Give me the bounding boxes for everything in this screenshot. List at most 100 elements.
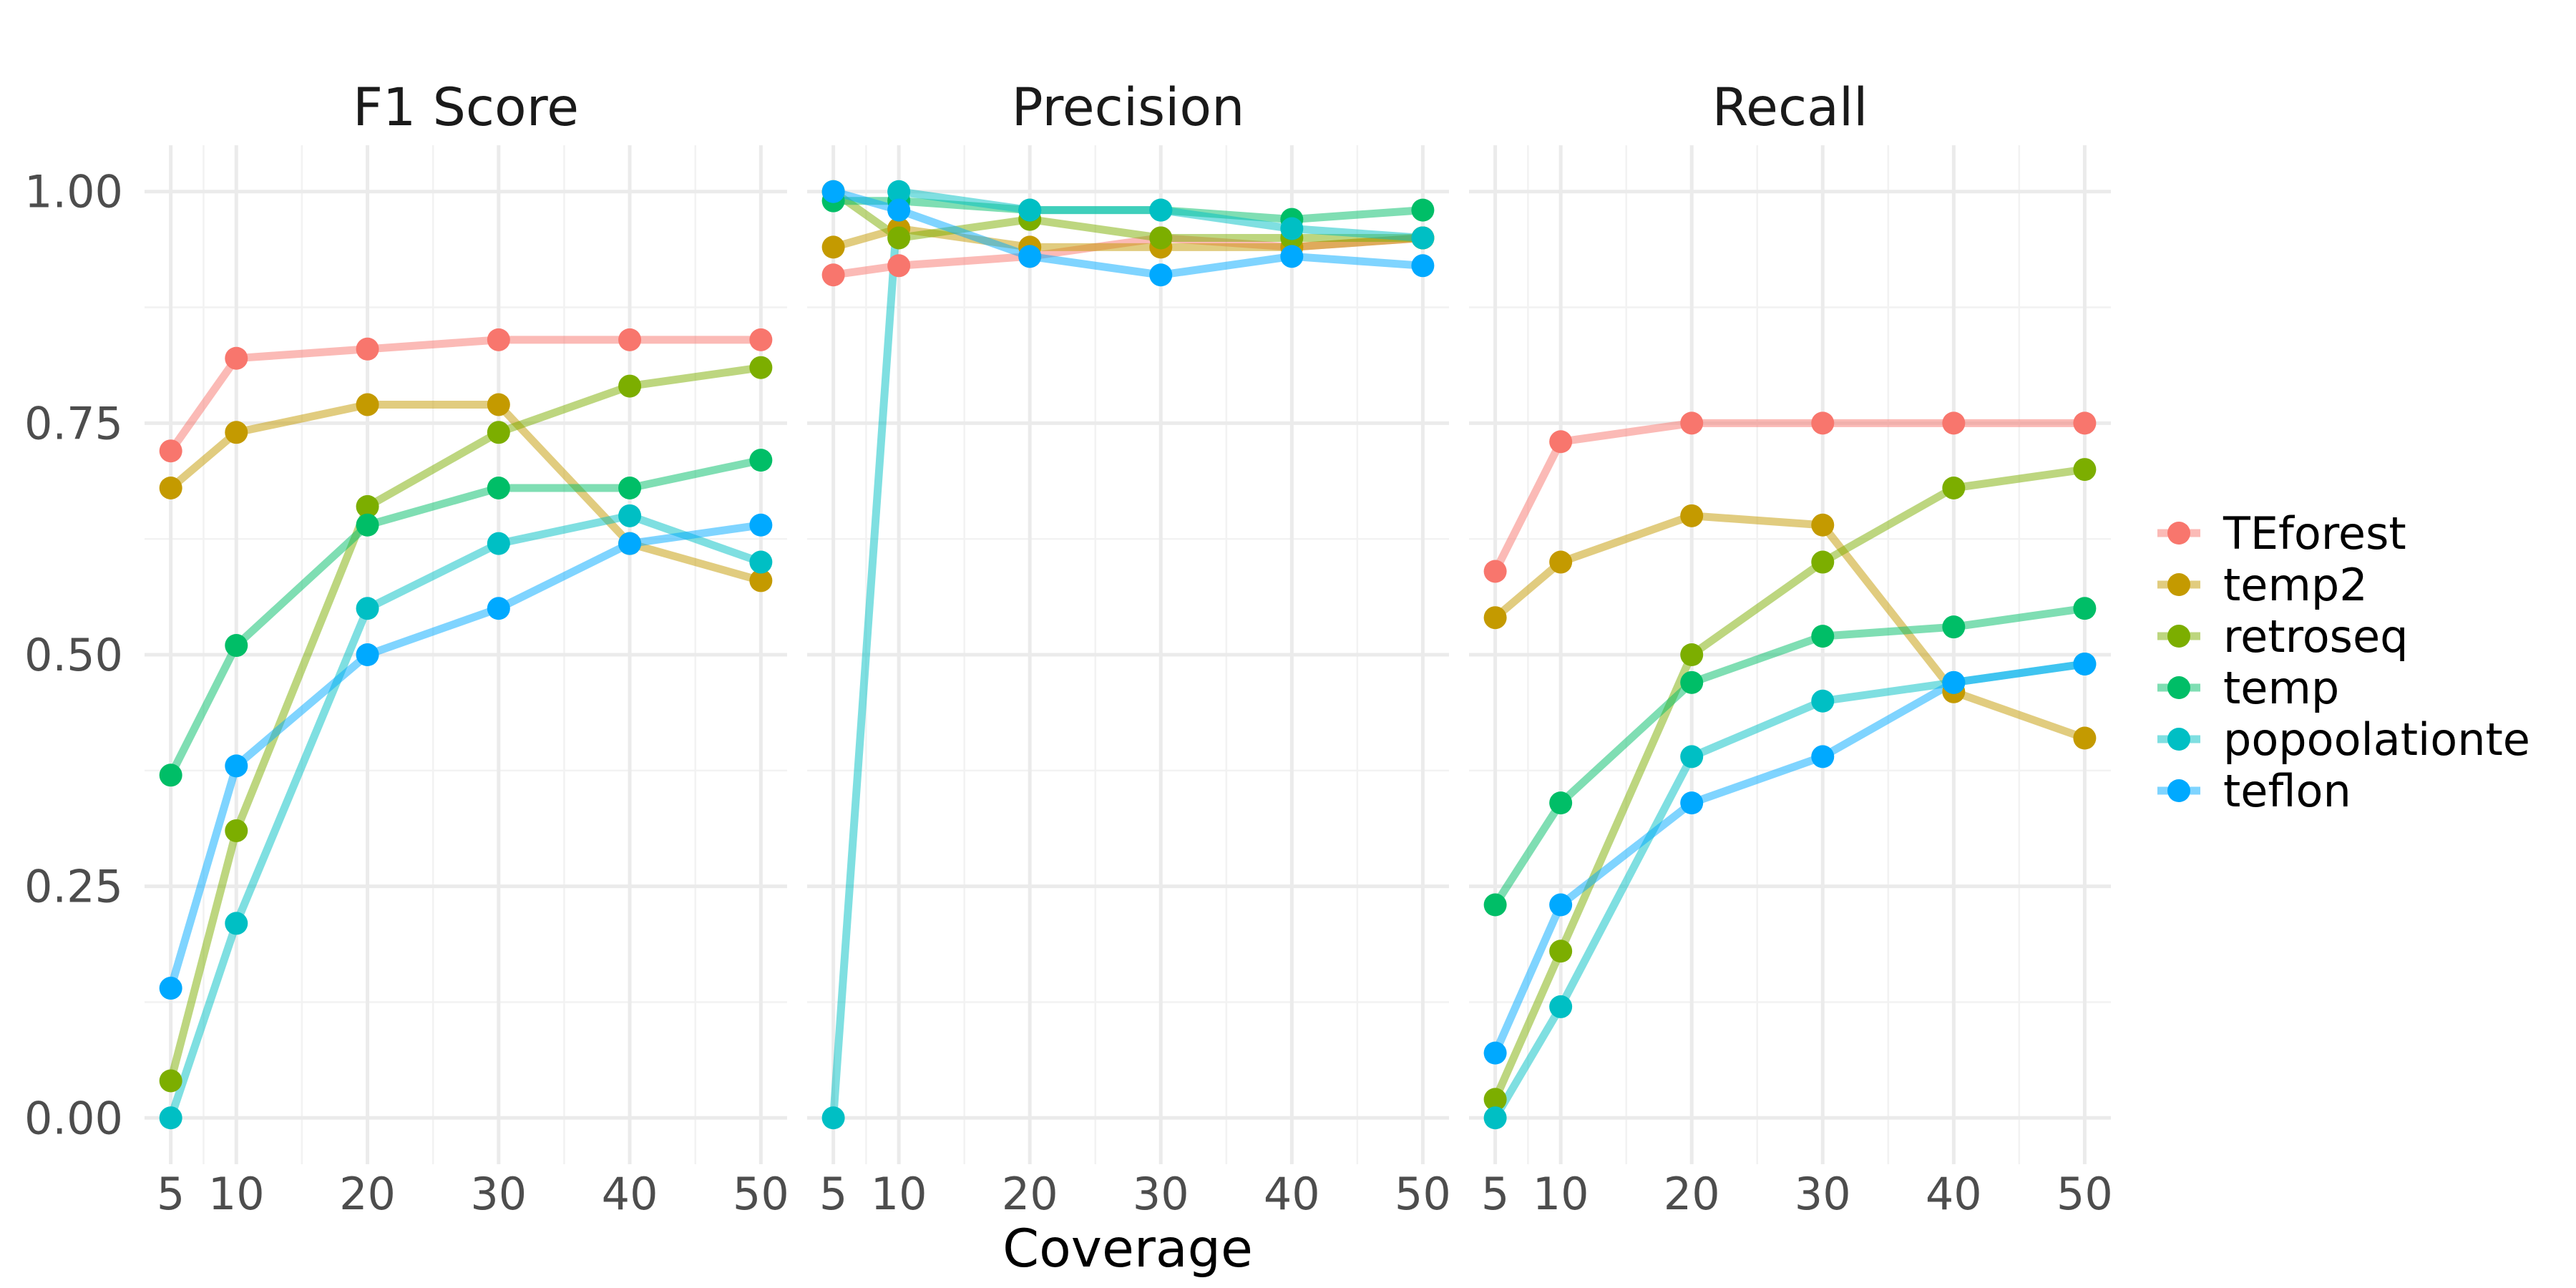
data-point-popoolationte [356, 597, 379, 620]
data-point-retroseq [887, 226, 911, 250]
data-point-popoolationte [1483, 1106, 1507, 1130]
y-tick-label: 0.50 [24, 629, 123, 681]
data-point-teflon [887, 198, 911, 222]
data-point-temp2 [749, 569, 773, 592]
data-point-temp [356, 513, 379, 537]
data-point-temp [749, 449, 773, 472]
legend-label: temp [2223, 662, 2339, 714]
series-points [159, 180, 2097, 1130]
data-point-temp2 [1811, 513, 1835, 537]
data-point-temp [1483, 893, 1507, 917]
series-line-teflon [167, 521, 762, 990]
x-tick-label: 50 [733, 1168, 789, 1220]
x-tick-label: 5 [157, 1168, 185, 1220]
data-point-teflon [1549, 893, 1573, 917]
data-point-temp2 [1549, 550, 1573, 574]
data-point-teflon [821, 180, 845, 203]
data-point-TEforest [1942, 411, 1966, 435]
data-point-TEforest [2073, 411, 2097, 435]
data-point-teflon [1411, 254, 1435, 278]
data-point-TEforest [225, 346, 248, 370]
data-point-popoolationte [159, 1106, 182, 1130]
data-point-TEforest [159, 439, 182, 463]
x-tick-label: 20 [1002, 1168, 1058, 1220]
legend-key-point [2167, 728, 2190, 751]
data-point-temp [159, 763, 182, 787]
data-point-teflon [487, 597, 510, 620]
x-tick-label: 30 [470, 1168, 527, 1220]
data-point-retroseq [356, 494, 379, 518]
data-point-temp [1942, 615, 1966, 639]
x-tick-label: 40 [602, 1168, 658, 1220]
x-tick-label: 10 [208, 1168, 265, 1220]
series-line-teflon [1491, 660, 2086, 1055]
x-axis-title: Coverage [1002, 1219, 1253, 1279]
data-point-temp [1411, 198, 1435, 222]
data-point-popoolationte [1811, 689, 1835, 713]
legend-label: teflon [2223, 765, 2351, 817]
data-point-teflon [1680, 791, 1704, 815]
legend-key-point [2167, 573, 2190, 596]
data-point-teflon [356, 643, 379, 666]
data-point-teflon [1942, 670, 1966, 694]
data-point-temp2 [1483, 606, 1507, 630]
data-point-popoolationte [1680, 745, 1704, 769]
facet-title: Precision [1012, 77, 1245, 138]
data-point-TEforest [618, 328, 642, 351]
data-point-TEforest [487, 328, 510, 351]
data-point-temp2 [356, 393, 379, 416]
data-point-TEforest [821, 263, 845, 287]
data-point-teflon [618, 532, 642, 555]
data-point-popoolationte [618, 504, 642, 527]
data-point-popoolationte [1411, 226, 1435, 250]
legend-label: temp2 [2223, 559, 2368, 611]
legend: TEforesttemp2retroseqtemppopoolationtete… [2157, 507, 2530, 817]
series-lines [167, 187, 2087, 1121]
data-point-teflon [2073, 652, 2097, 675]
data-point-TEforest [1483, 560, 1507, 583]
series-line-temp [167, 456, 762, 777]
series-line-retroseq [167, 364, 762, 1082]
y-tick-label: 0.00 [24, 1092, 123, 1144]
data-point-popoolationte [1149, 198, 1173, 222]
data-point-TEforest [1811, 411, 1835, 435]
data-point-teflon [749, 513, 773, 537]
facet-title: Recall [1712, 77, 1868, 138]
data-point-temp [1680, 670, 1704, 694]
series-line-TEforest [167, 336, 761, 454]
data-point-teflon [1149, 263, 1173, 287]
data-point-popoolationte [1018, 198, 1042, 222]
series-line-temp [1491, 604, 2086, 907]
data-point-retroseq [1549, 940, 1573, 963]
data-point-teflon [159, 977, 182, 1000]
data-point-temp2 [821, 235, 845, 259]
x-tick-label: 50 [2057, 1168, 2113, 1220]
data-point-TEforest [749, 328, 773, 351]
data-point-retroseq [2073, 458, 2097, 482]
data-point-retroseq [1483, 1088, 1507, 1111]
data-point-popoolationte [749, 550, 773, 574]
legend-key-point [2167, 676, 2190, 699]
x-tick-label: 20 [1664, 1168, 1720, 1220]
chart-labels: F1 Score 5 10 20 30 40 50 Precision 5 10 20 30 40 50 R… [24, 77, 2113, 1279]
x-tick-label: 5 [819, 1168, 847, 1220]
series-line-temp2 [1493, 512, 2087, 742]
data-point-temp [1549, 791, 1573, 815]
x-tick-label: 30 [1795, 1168, 1851, 1220]
x-tick-label: 30 [1133, 1168, 1189, 1220]
legend-key-point [2167, 625, 2190, 648]
data-point-temp [618, 476, 642, 499]
data-point-temp [225, 634, 248, 658]
series-line-temp2 [168, 401, 762, 585]
data-point-retroseq [159, 1069, 182, 1093]
data-point-TEforest [1549, 430, 1573, 454]
data-point-teflon [1018, 245, 1042, 268]
data-point-retroseq [1942, 476, 1966, 499]
x-tick-label: 5 [1481, 1168, 1509, 1220]
series-line-popoolationte [167, 512, 763, 1120]
data-point-popoolationte [1280, 217, 1304, 240]
data-point-temp2 [1680, 504, 1704, 527]
data-point-teflon [225, 754, 248, 778]
x-tick-label: 40 [1264, 1168, 1320, 1220]
